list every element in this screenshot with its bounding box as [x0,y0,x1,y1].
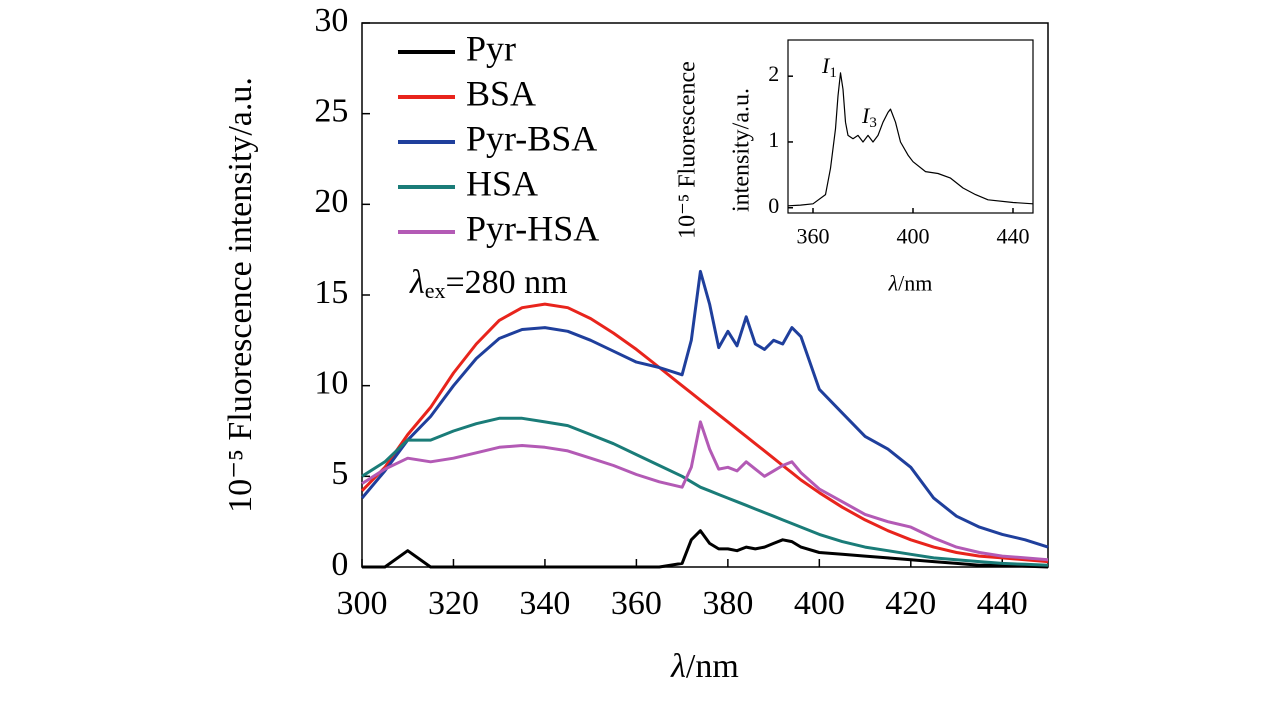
series-line [787,72,1034,207]
series-line [361,416,1049,567]
y-tick-label: 1 [768,127,779,152]
peak-symbol: I [861,103,871,128]
x-tick-label: 320 [428,585,479,622]
peak-label: I3 [861,103,877,131]
y-tick-label: 10 [314,364,348,401]
x-label-symbol: λ [888,271,899,296]
y-tick-label: 30 [314,2,348,39]
series-line [361,420,1049,562]
x-tick-label: 380 [702,585,753,622]
x-tick-label: 400 [794,585,845,622]
inset-y-axis-label: intensity/a.u. [729,88,755,212]
x-tick-label: 300 [337,585,388,622]
peak-symbol: I [821,53,831,78]
y-tick-label: 25 [314,92,348,129]
x-tick-label: 360 [797,223,830,248]
y-axis-label: 10⁻⁵ Fluorescence intensity/a.u. [222,77,259,513]
peak-label: I1 [821,53,837,81]
x-tick-label: 360 [611,585,662,622]
legend-label: BSA [466,73,536,113]
x-axis-label: λ/nm [888,271,933,296]
series-line [360,302,1049,564]
x-label-symbol: λ [670,648,686,685]
series-line [362,529,1049,569]
annotation-subscript: ex [425,278,446,303]
legend-label: HSA [466,163,538,203]
y-tick-label: 2 [768,61,779,86]
annotation-symbol: λ [409,264,425,301]
x-tick-label: 440 [977,585,1028,622]
x-tick-label: 340 [519,585,570,622]
legend-label: Pyr [466,28,516,68]
legend-label: Pyr-BSA [466,118,597,158]
peak-subscript: 3 [869,115,877,131]
y-tick-label: 20 [314,183,348,220]
x-axis-label: λ/nm [670,648,739,685]
y-tick-label: 0 [331,546,348,583]
peak-subscript: 1 [829,65,837,81]
x-label-unit: /nm [686,648,739,685]
y-tick-label: 5 [331,455,348,492]
y-tick-label: 15 [314,274,348,311]
plot-frame [787,39,1034,214]
x-tick-label: 440 [997,223,1030,248]
annotation: λex=280 nm [409,264,568,303]
y-tick-label: 0 [768,193,779,218]
legend-label: Pyr-HSA [466,208,599,248]
x-tick-label: 420 [885,585,936,622]
annotation-text: =280 nm [446,264,568,301]
series-line [360,269,1049,549]
inset-y-axis-label: 10⁻⁵ Fluorescence [675,61,701,239]
x-label-unit: /nm [898,271,932,296]
x-tick-label: 400 [897,223,930,248]
